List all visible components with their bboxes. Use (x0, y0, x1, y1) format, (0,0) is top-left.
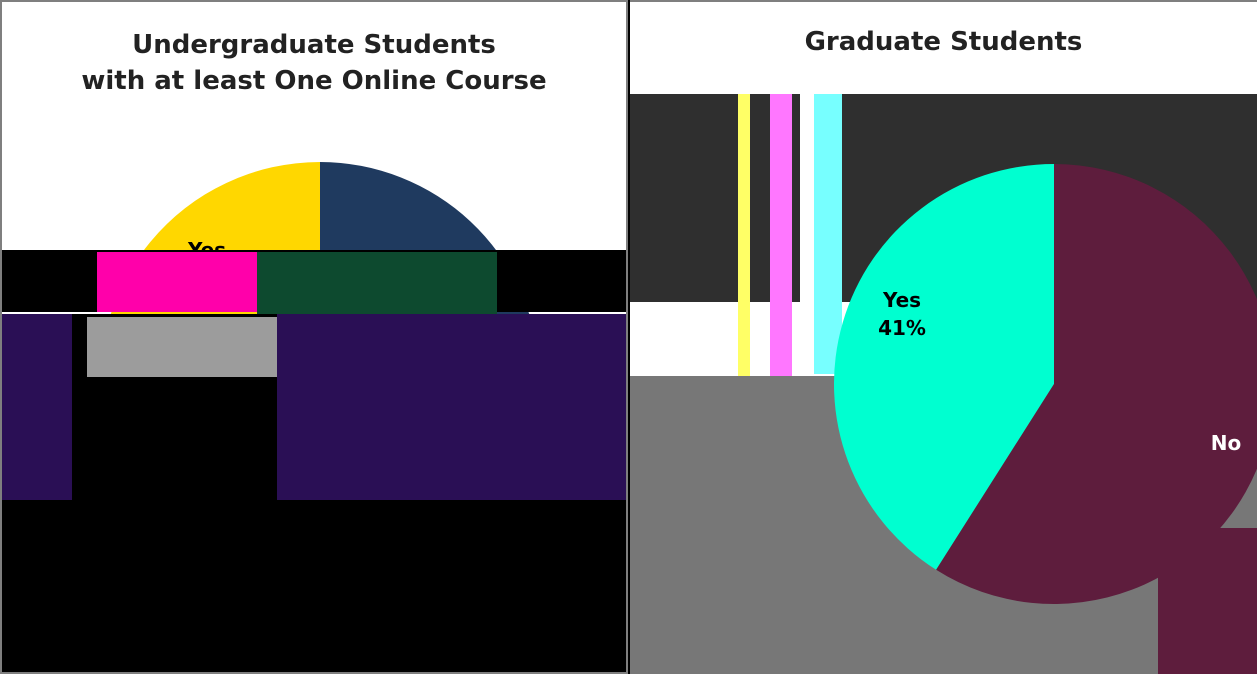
artifact-band (2, 500, 626, 672)
artifact-band (800, 94, 814, 374)
artifact-band (97, 252, 257, 312)
pie-slice-yes (834, 164, 1054, 570)
graduate-chart-title: Graduate Students (804, 27, 1083, 57)
graduate-chart-panel: Graduate Students Yes 41% No (630, 0, 1257, 674)
graduate-pie: Yes 41% No (834, 164, 1257, 604)
slice-label-no: No (1211, 431, 1241, 455)
slice-label-yes: Yes (882, 288, 921, 312)
slice-value-label-yes: 41% (878, 316, 926, 340)
artifact-band (1158, 528, 1257, 674)
artifact-band (87, 317, 277, 377)
undergraduate-chart-title: Undergraduate Students with at least One… (81, 30, 547, 96)
artifact-band (814, 94, 842, 374)
undergraduate-chart-panel: Undergraduate Students with at least One… (0, 0, 628, 674)
pie-slice-no (936, 164, 1257, 604)
